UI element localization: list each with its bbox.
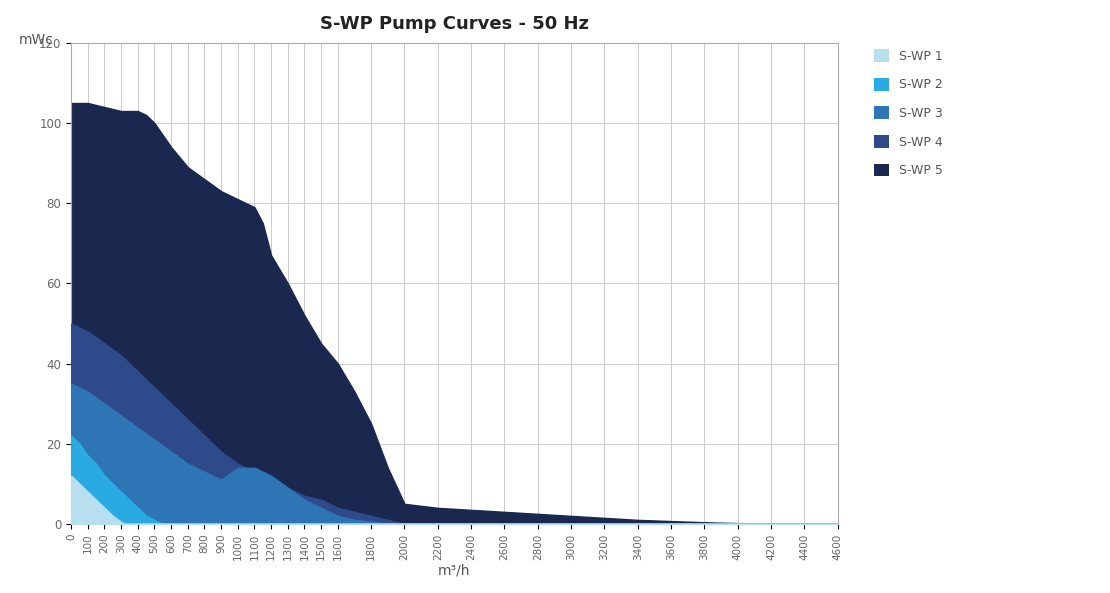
X-axis label: m³/h: m³/h: [438, 564, 471, 578]
Title: S-WP Pump Curves - 50 Hz: S-WP Pump Curves - 50 Hz: [320, 15, 589, 33]
Legend: S-WP 1, S-WP 2, S-WP 3, S-WP 4, S-WP 5: S-WP 1, S-WP 2, S-WP 3, S-WP 4, S-WP 5: [874, 49, 942, 177]
Y-axis label: mWc: mWc: [19, 33, 54, 47]
